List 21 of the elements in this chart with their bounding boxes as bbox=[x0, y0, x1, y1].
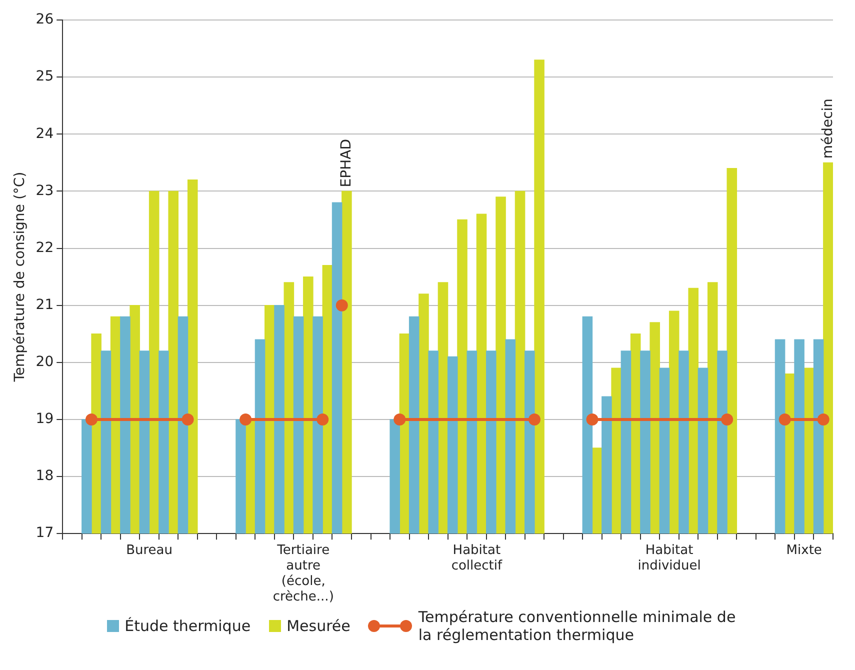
legend-label: Température conventionnelle minimale de la réglementation thermique bbox=[418, 608, 737, 644]
y-tick-label: 17 bbox=[36, 525, 54, 542]
y-tick-label: 26 bbox=[36, 12, 54, 28]
y-tick-label: 24 bbox=[36, 126, 54, 142]
y-tick-label: 21 bbox=[36, 296, 54, 313]
y-tick-label: 20 bbox=[36, 354, 54, 370]
y-tick-label: 23 bbox=[36, 182, 54, 199]
x-tick-label: Tertiaire autre (école, crèche...) bbox=[272, 542, 334, 605]
x-tick-label: Bureau bbox=[126, 542, 172, 558]
y-tick-label: 22 bbox=[36, 240, 54, 256]
annotation: EPHAD bbox=[338, 139, 355, 188]
annotation: médecin bbox=[820, 98, 836, 159]
x-tick-label: Habitat individuel bbox=[638, 542, 701, 574]
y-tick-label: 25 bbox=[36, 68, 54, 85]
x-tick-label: Habitat collectif bbox=[451, 542, 502, 574]
y-tick-label: 19 bbox=[36, 411, 54, 428]
legend-label: Mesurée bbox=[286, 617, 350, 635]
y-tick-label: 18 bbox=[36, 468, 54, 484]
y-axis-title: Température de consigne (°C) bbox=[12, 172, 28, 383]
legend-label: Étude thermique bbox=[124, 617, 251, 635]
x-tick-label: Mixte bbox=[786, 542, 822, 558]
